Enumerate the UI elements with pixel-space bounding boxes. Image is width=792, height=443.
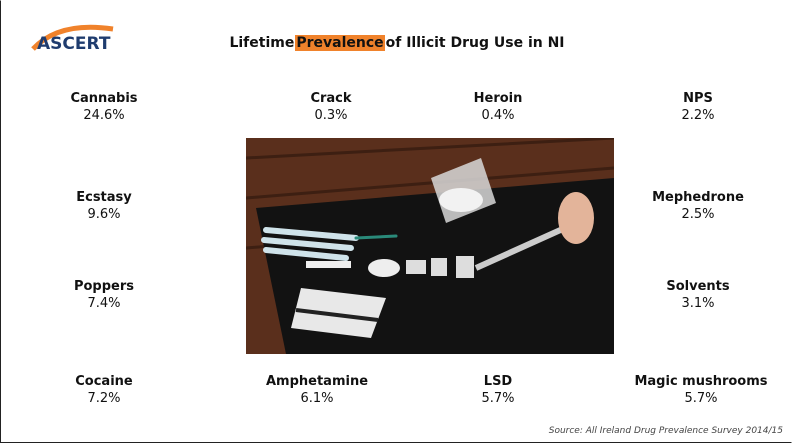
stat-label: LSD [398,373,598,390]
stat-value: 2.5% [598,206,792,223]
title-text: Lifetime [228,35,295,51]
title-text: of Illicit Drug Use in NI [385,35,566,51]
stat-label: Solvents [598,278,792,295]
stat-value: 9.6% [4,206,204,223]
stat-label: Amphetamine [217,373,417,390]
source: Source: All Ireland Drug Prevalence Surv… [549,426,783,436]
stat-value: 7.4% [4,295,204,312]
stat-label: Heroin [398,90,598,107]
stat-label: Cannabis [4,90,204,107]
slide: ASCERT LifetimePrevalenceof Illicit Drug… [0,0,792,443]
stat-value: 5.7% [398,390,598,407]
stat-label: Mephedrone [598,189,792,206]
stat-label: NPS [598,90,792,107]
stat-value: 0.4% [398,107,598,124]
stat-label: Ecstasy [4,189,204,206]
stat-value: 6.1% [217,390,417,407]
stat-label: Poppers [4,278,204,295]
stat-value: 7.2% [4,390,204,407]
stat-value: 3.1% [598,295,792,312]
stat-value: 24.6% [4,107,204,124]
stat-value: 5.7% [601,390,792,407]
stat-label: Cocaine [4,373,204,390]
photo [246,138,614,354]
stat-label: Magic mushrooms [601,373,792,390]
title-highlight: Prevalence [295,35,384,51]
stat-value: 2.2% [598,107,792,124]
